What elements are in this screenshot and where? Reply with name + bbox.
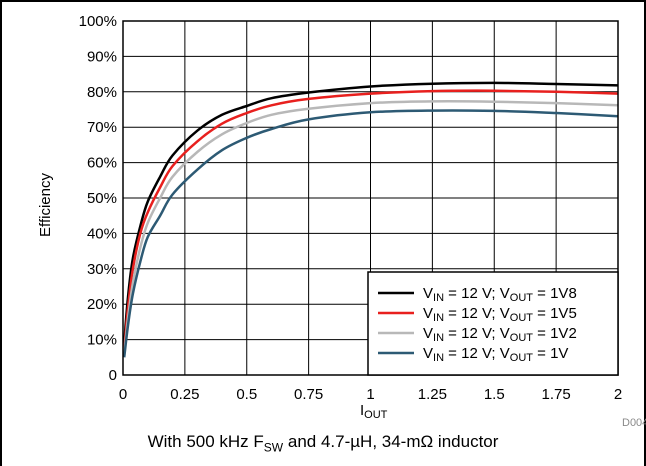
series-lines — [122, 81, 619, 358]
y-tick-label: 40% — [87, 225, 117, 242]
legend-label-sub: OUT — [510, 312, 534, 324]
figure-caption: With 500 kHz FSW and 4.7-µH, 34-mΩ induc… — [0, 432, 646, 454]
legend-label-part: V — [423, 305, 433, 322]
series-line — [122, 89, 619, 351]
y-tick-label: 80% — [87, 84, 117, 101]
legend-label-sub: IN — [433, 292, 444, 304]
series-line — [122, 81, 619, 344]
legend-label: VIN = 12 V; VOUT = 1V5 — [423, 305, 577, 324]
x-axis-label: IOUT — [360, 402, 388, 421]
x-axis-label-main: I — [360, 402, 364, 419]
x-tick-label: 1.25 — [418, 386, 447, 403]
series-line — [122, 100, 619, 354]
legend-label-part: = 1V8 — [533, 285, 577, 302]
y-tick-label: 10% — [87, 332, 117, 349]
legend-label-sub: IN — [433, 312, 444, 324]
legend-label: VIN = 12 V; VOUT = 1V8 — [423, 285, 577, 304]
x-tick-label: 0.75 — [294, 386, 323, 403]
x-tick-label: 1 — [366, 386, 374, 403]
x-tick-labels: 0 0.25 0.5 0.75 1 1.25 1.5 1.75 2 — [119, 386, 622, 403]
legend-label-sub: IN — [433, 332, 444, 344]
legend-label-part: = 1V — [533, 345, 568, 362]
y-tick-label: 30% — [87, 261, 117, 278]
legend-label-part: = 1V2 — [533, 325, 577, 342]
legend-label-part: V — [423, 285, 433, 302]
y-tick-label: 90% — [87, 48, 117, 65]
caption-post: and 4.7-µH, 34-mΩ inductor — [283, 432, 499, 451]
legend-label-sub: OUT — [510, 332, 534, 344]
y-axis-label: Efficiency — [37, 173, 54, 237]
legend-label-part: = 12 V; V — [444, 285, 510, 302]
legend-label-part: V — [423, 325, 433, 342]
legend-label-part: V — [423, 345, 433, 362]
figure-code-label: D004 — [622, 417, 646, 429]
legend-label-part: = 12 V; V — [444, 305, 510, 322]
x-tick-label: 1.5 — [484, 386, 505, 403]
y-tick-label: 20% — [87, 296, 117, 313]
legend-label-part: = 1V5 — [533, 305, 577, 322]
x-tick-label: 0 — [119, 386, 127, 403]
y-tick-label: 60% — [87, 155, 117, 172]
caption-sub: SW — [263, 440, 284, 455]
y-tick-label: 0 — [109, 367, 117, 384]
x-tick-label: 0.25 — [170, 386, 199, 403]
x-tick-label: 2 — [614, 386, 622, 403]
y-tick-labels: 0 10% 20% 30% 40% 50% 60% 70% 80% 90% 100% — [79, 13, 117, 384]
series-line — [122, 109, 619, 358]
x-tick-label: 1.75 — [542, 386, 571, 403]
legend-label: VIN = 12 V; VOUT = 1V2 — [423, 325, 577, 344]
y-tick-label: 100% — [79, 13, 117, 30]
y-tick-label: 50% — [87, 190, 117, 207]
caption-pre: With 500 kHz F — [147, 432, 264, 451]
legend-label-sub: OUT — [510, 352, 534, 364]
legend-label: VIN = 12 V; VOUT = 1V — [423, 345, 568, 364]
legend-label-sub: IN — [433, 352, 444, 364]
legend-label-sub: OUT — [510, 292, 534, 304]
x-tick-label: 0.5 — [236, 386, 257, 403]
legend-box — [367, 271, 619, 376]
y-tick-label: 70% — [87, 119, 117, 136]
legend-label-part: = 12 V; V — [444, 345, 510, 362]
x-axis-label-sub: OUT — [364, 409, 388, 421]
legend-label-part: = 12 V; V — [444, 325, 510, 342]
